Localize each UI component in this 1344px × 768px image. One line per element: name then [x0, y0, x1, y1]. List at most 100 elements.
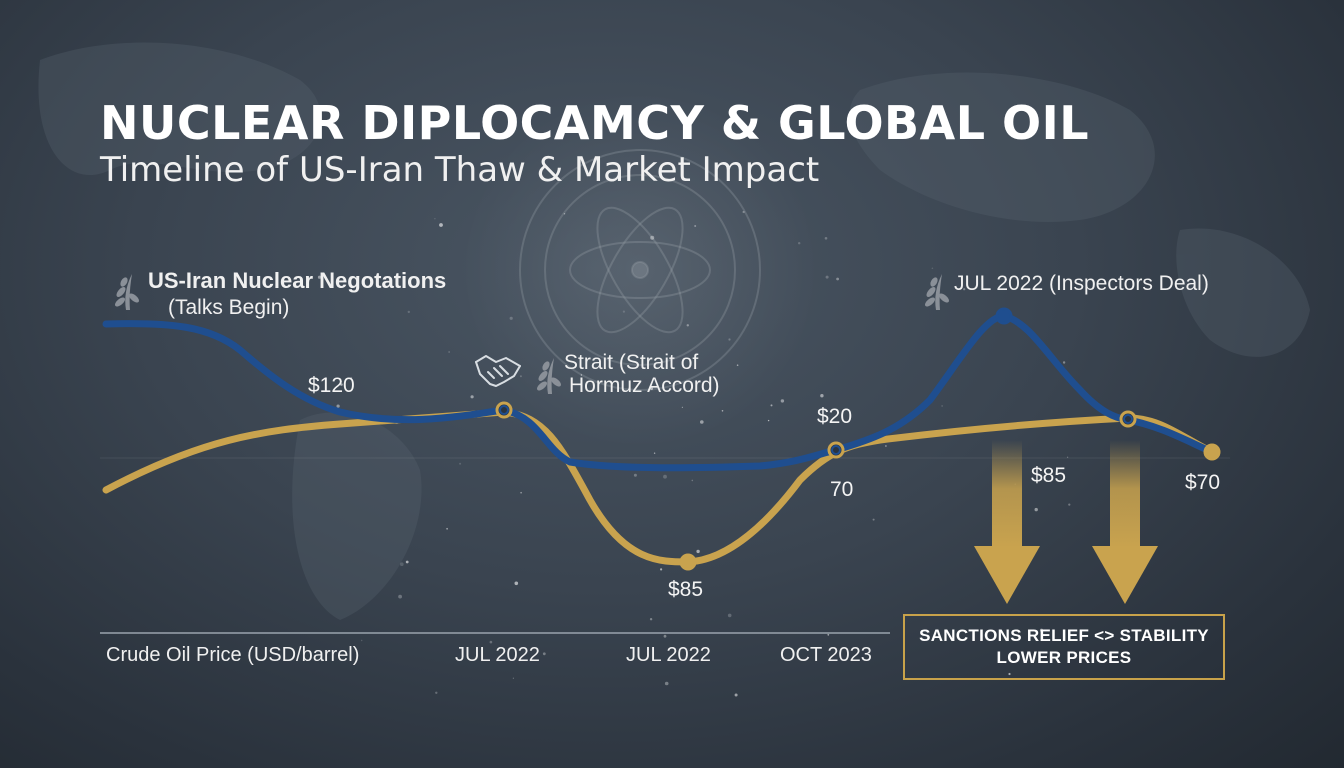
star-dot	[691, 479, 694, 482]
data-label-120: $120	[308, 374, 355, 397]
star-dot	[650, 235, 655, 240]
x-axis-label: Crude Oil Price (USD/barrel)	[106, 644, 360, 666]
atom-glow	[460, 90, 820, 450]
star-dot	[435, 691, 438, 694]
strait-annotation-line2: Hormuz Accord)	[569, 374, 720, 397]
star-dot	[681, 406, 684, 408]
star-dot	[931, 267, 934, 270]
data-label-85-low: $85	[668, 578, 704, 601]
marker-strait-ring	[499, 405, 509, 415]
star-dot	[512, 677, 515, 679]
star-dot	[767, 419, 770, 422]
star-dot	[653, 452, 656, 454]
x-tick-1: JUL 2022	[455, 644, 540, 666]
strait-annotation-line1: Strait (Strait of	[564, 351, 699, 374]
laurel-icon	[115, 274, 139, 310]
star-dot	[1034, 507, 1038, 512]
star-dot	[336, 404, 340, 408]
star-dot	[700, 420, 704, 424]
star-dot	[836, 277, 839, 281]
star-dot	[407, 310, 410, 314]
star-dot	[770, 404, 773, 407]
star-dot	[470, 395, 474, 399]
star-dot	[317, 275, 322, 279]
star-dot	[798, 242, 801, 245]
talks-annotation-title: US-Iran Nuclear Negotations	[148, 268, 447, 293]
marker-low-85	[679, 553, 697, 571]
star-dot	[580, 374, 583, 376]
star-dot	[825, 275, 829, 279]
star-dot	[686, 324, 689, 327]
star-dot	[633, 473, 637, 477]
callout-line-2: LOWER PRICES	[996, 648, 1132, 667]
data-label-70: 70	[830, 478, 854, 501]
page-title: NUCLEAR DIPLOCAMCY & GLOBAL OIL	[100, 96, 1090, 150]
star-dot	[721, 410, 724, 412]
star-dot	[824, 237, 828, 240]
star-dot	[663, 634, 667, 638]
star-dot	[1039, 628, 1044, 632]
star-dot	[885, 445, 887, 447]
data-label-70-end: $70	[1185, 471, 1221, 494]
star-dot	[963, 288, 966, 291]
star-dot	[439, 223, 443, 227]
star-dot	[663, 474, 667, 479]
star-dot	[728, 338, 731, 341]
star-dot	[650, 387, 653, 390]
star-dot	[398, 594, 402, 599]
star-dot	[827, 633, 830, 636]
x-tick-3: OCT 2023	[780, 644, 872, 666]
callout-line-1: SANCTIONS RELIEF <> STABILITY	[919, 626, 1209, 645]
laurel-icon	[537, 358, 561, 394]
star-dot	[542, 652, 546, 656]
star-dot	[340, 383, 343, 386]
star-dot	[459, 462, 462, 465]
data-label-20: $20	[817, 405, 853, 428]
star-dot	[1062, 361, 1066, 364]
star-dot	[727, 613, 732, 618]
x-tick-2: JUL 2022	[626, 644, 711, 666]
background-map	[38, 42, 1310, 620]
blue-series-line	[102, 312, 1216, 472]
star-dot	[509, 316, 513, 320]
star-dot	[734, 693, 738, 697]
star-dot	[520, 491, 522, 494]
marker-right-ring	[1123, 414, 1133, 424]
star-dot	[489, 640, 493, 644]
background-stars	[317, 210, 1071, 697]
marker-inspectors-peak	[995, 307, 1013, 325]
star-dot	[820, 394, 824, 398]
star-dot	[350, 376, 353, 379]
inspectors-annotation: JUL 2022 (Inspectors Deal)	[954, 272, 1209, 295]
star-dot	[514, 581, 519, 586]
data-label-85-right: $85	[1031, 464, 1067, 487]
star-dot	[400, 562, 404, 566]
marker-oct-2023-ring	[831, 445, 841, 455]
star-dot	[405, 560, 409, 564]
marker-end-70	[1203, 443, 1221, 461]
star-dot	[736, 364, 739, 367]
star-dot	[742, 210, 745, 214]
star-dot	[446, 527, 448, 530]
star-dot	[660, 568, 663, 571]
sanctions-callout-box: SANCTIONS RELIEF <> STABILITY LOWER PRIC…	[903, 614, 1225, 680]
star-dot	[434, 218, 436, 220]
down-arrow-icon	[974, 440, 1040, 604]
star-dot	[1067, 456, 1069, 458]
handshake-icon	[475, 355, 521, 387]
star-dot	[941, 405, 943, 407]
laurel-icon	[925, 274, 949, 310]
star-dot	[519, 375, 522, 378]
star-dot	[1068, 503, 1071, 506]
star-dot	[696, 549, 700, 554]
series-markers	[495, 307, 1221, 571]
star-dot	[622, 310, 626, 313]
talks-annotation-sub: (Talks Begin)	[168, 296, 290, 319]
star-dot	[1008, 672, 1011, 676]
star-dot	[649, 618, 653, 621]
star-dot	[694, 225, 697, 227]
page-subtitle: Timeline of US-Iran Thaw & Market Impact	[100, 150, 820, 190]
star-dot	[361, 639, 363, 642]
star-dot	[664, 681, 669, 686]
